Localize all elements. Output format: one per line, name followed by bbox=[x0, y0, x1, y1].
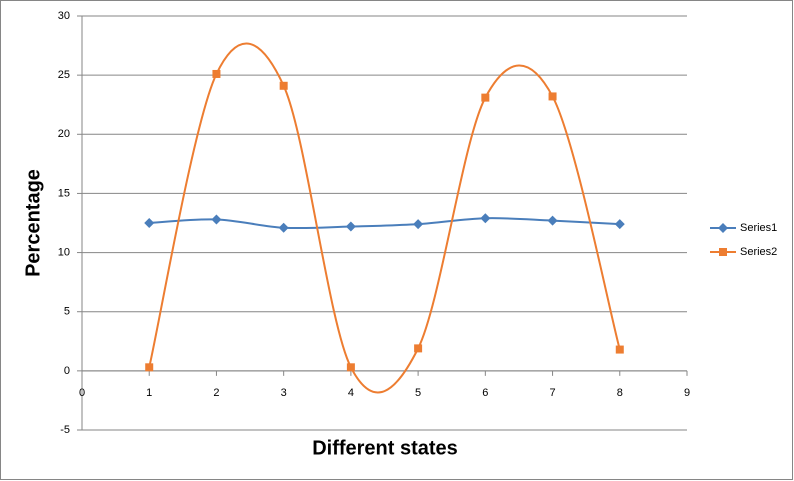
data-point bbox=[346, 363, 355, 372]
data-point bbox=[144, 218, 155, 228]
x-tick-label: 8 bbox=[617, 387, 623, 399]
data-point bbox=[413, 219, 424, 230]
x-tick-label: 5 bbox=[415, 387, 421, 399]
y-tick-label: 0 bbox=[64, 365, 70, 377]
y-tick-label: 5 bbox=[64, 306, 70, 318]
data-point bbox=[414, 344, 423, 353]
legend-marker bbox=[718, 223, 728, 233]
data-point bbox=[480, 213, 491, 224]
data-point bbox=[481, 93, 490, 102]
data-point bbox=[614, 219, 625, 230]
series-line bbox=[149, 217, 620, 230]
y-tick-label: 25 bbox=[58, 69, 70, 81]
x-tick-label: 7 bbox=[549, 387, 555, 399]
data-point bbox=[145, 363, 154, 372]
x-tick-label: 9 bbox=[684, 387, 690, 399]
data-point bbox=[548, 92, 557, 101]
x-tick-label: 1 bbox=[146, 387, 152, 399]
x-tick-label: 6 bbox=[482, 387, 488, 399]
y-tick-label: 15 bbox=[58, 187, 70, 199]
data-point bbox=[345, 221, 356, 232]
data-point bbox=[211, 214, 222, 225]
y-tick-label: 30 bbox=[58, 10, 70, 22]
data-point bbox=[547, 215, 558, 226]
y-tick-label: 10 bbox=[58, 246, 70, 258]
data-point bbox=[278, 222, 289, 233]
data-point bbox=[615, 345, 624, 354]
y-tick-label: -5 bbox=[60, 424, 70, 436]
legend-label: Series2 bbox=[740, 246, 777, 258]
x-tick-label: 2 bbox=[213, 387, 219, 399]
legend-marker bbox=[719, 248, 727, 256]
y-tick-label: 20 bbox=[58, 128, 70, 140]
x-tick-label: 0 bbox=[79, 387, 85, 399]
y-axis-title: Percentage bbox=[22, 169, 44, 277]
data-point bbox=[279, 81, 288, 90]
legend-label: Series1 bbox=[740, 222, 777, 234]
x-tick-label: 3 bbox=[281, 387, 287, 399]
data-point bbox=[212, 69, 221, 78]
x-tick-label: 4 bbox=[348, 387, 354, 399]
x-axis-title: Different states bbox=[312, 437, 458, 459]
